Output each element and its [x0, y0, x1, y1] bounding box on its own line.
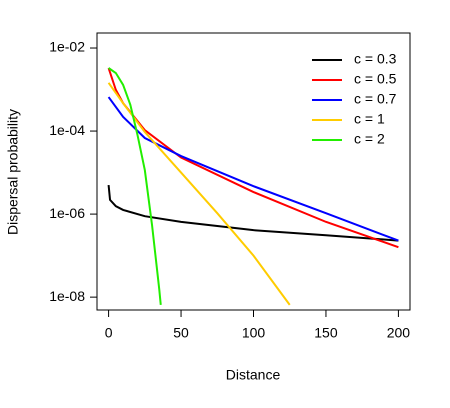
x-axis-label: Distance [226, 367, 281, 383]
plot-area [107, 67, 399, 306]
y-tick-label: 1e-04 [49, 122, 85, 138]
series-line [108, 67, 162, 305]
x-tick-label: 150 [314, 325, 338, 341]
y-tick-label: 1e-06 [49, 205, 85, 221]
x-tick-label: 200 [387, 325, 411, 341]
x-tick-label: 50 [173, 325, 189, 341]
y-tick-label: 1e-08 [49, 288, 85, 304]
series-line [107, 67, 399, 249]
legend-label: c = 0.3 [354, 51, 397, 67]
y-tick-label: 1e-02 [49, 39, 85, 55]
series-line [107, 184, 399, 242]
legend-label: c = 0.5 [354, 71, 397, 87]
legend-label: c = 2 [354, 131, 385, 147]
series-line [107, 82, 291, 306]
legend-label: c = 1 [354, 111, 385, 127]
series-line [107, 96, 399, 242]
y-axis-label: Dispersal probability [5, 109, 21, 235]
x-tick-label: 100 [242, 325, 266, 341]
legend-label: c = 0.7 [354, 91, 397, 107]
x-tick-label: 0 [105, 325, 113, 341]
